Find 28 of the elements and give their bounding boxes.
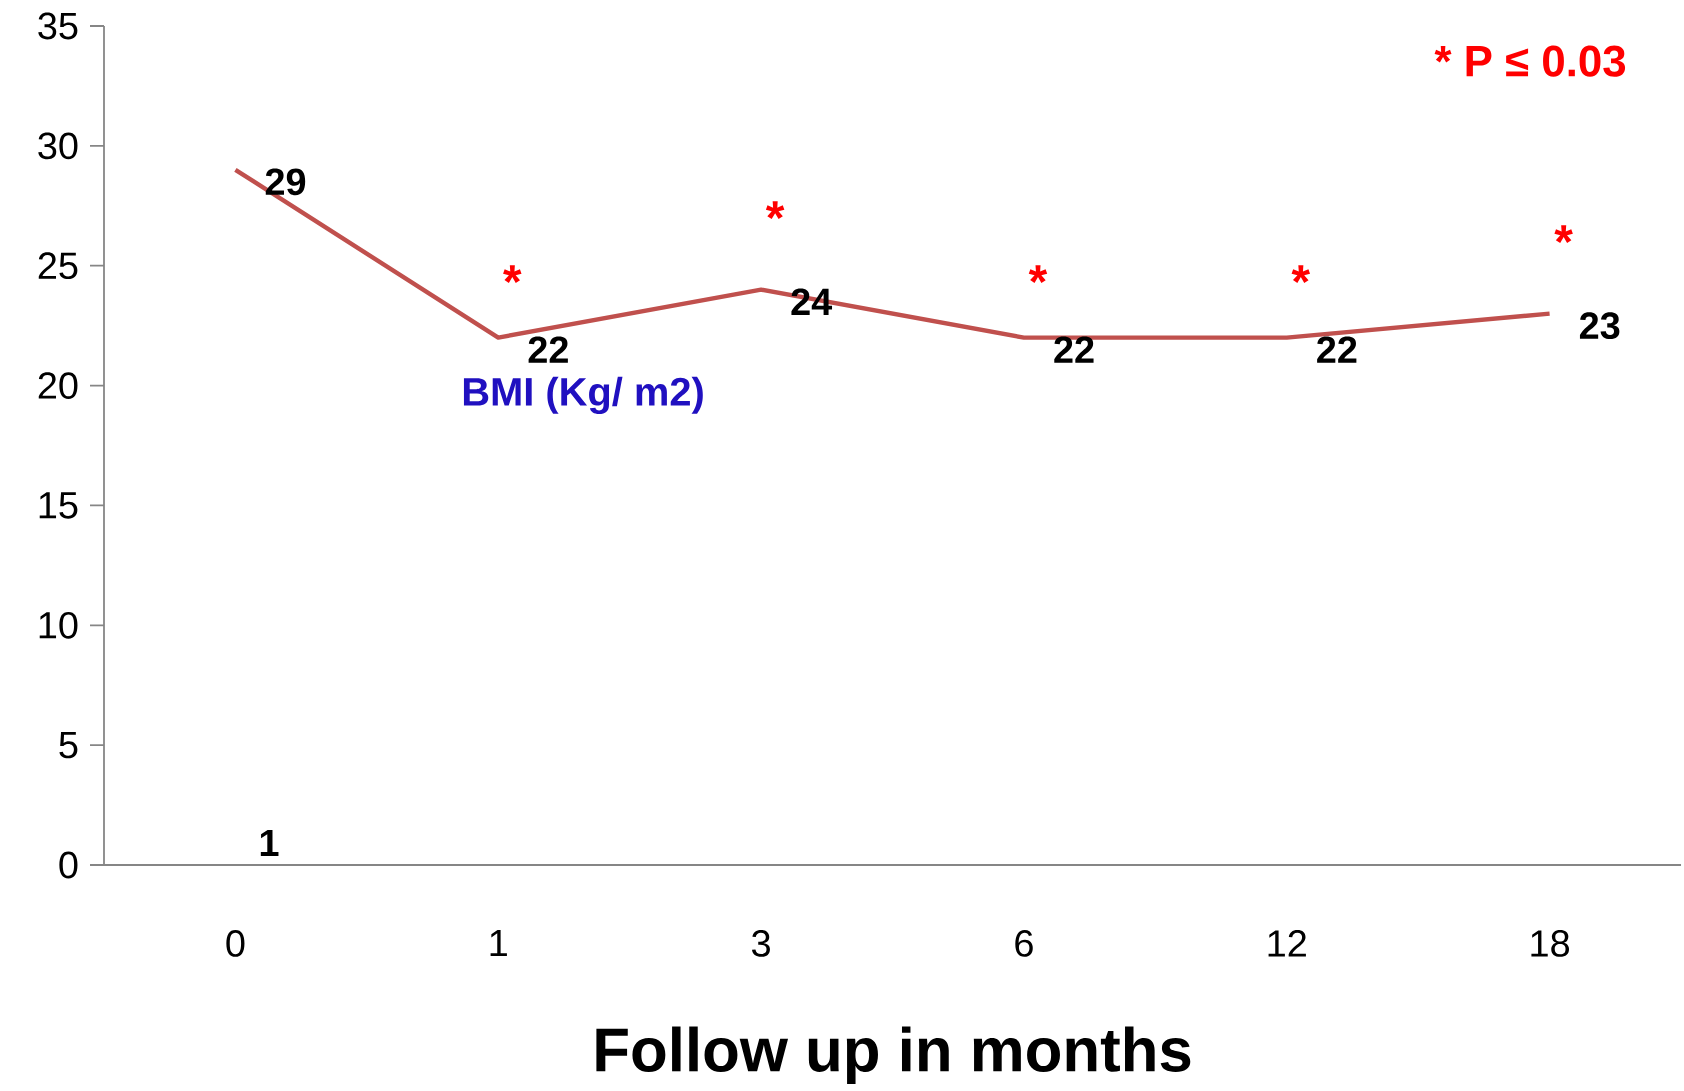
annotation: * xyxy=(765,201,785,220)
y-tick-label: 0 xyxy=(59,851,78,879)
y-tick-label: 5 xyxy=(59,731,78,759)
annotation: * xyxy=(1554,225,1573,244)
y-tick-label: 35 xyxy=(38,12,78,40)
annotation: 1 xyxy=(260,829,279,856)
data-label: 29 xyxy=(265,168,306,196)
data-label: 22 xyxy=(528,336,568,363)
x-tick-label: 6 xyxy=(1015,930,1033,957)
series-label: BMI (Kg/ m2) xyxy=(463,376,703,414)
y-tick-label: 10 xyxy=(39,611,78,639)
x-axis-title: Follow up in months xyxy=(596,1026,1191,1085)
data-label: 23 xyxy=(1579,312,1620,340)
x-tick-label: 12 xyxy=(1268,930,1306,957)
x-tick-label: 0 xyxy=(226,930,245,957)
data-label: 22 xyxy=(1054,336,1094,363)
y-tick-label: 15 xyxy=(39,492,78,519)
x-tick-label: 18 xyxy=(1531,930,1569,957)
y-tick-label: 25 xyxy=(38,252,78,280)
x-tick-label: 1 xyxy=(490,930,507,957)
annotation: * xyxy=(503,265,522,283)
data-label: 22 xyxy=(1317,336,1357,363)
annotation: * P ≤ 0.03 xyxy=(1434,45,1626,77)
y-tick-label: 30 xyxy=(38,132,78,160)
y-tick-label: 20 xyxy=(38,372,78,399)
annotation: * xyxy=(1028,265,1048,283)
x-tick-label: 3 xyxy=(752,930,770,957)
annotation: * xyxy=(1291,265,1311,283)
